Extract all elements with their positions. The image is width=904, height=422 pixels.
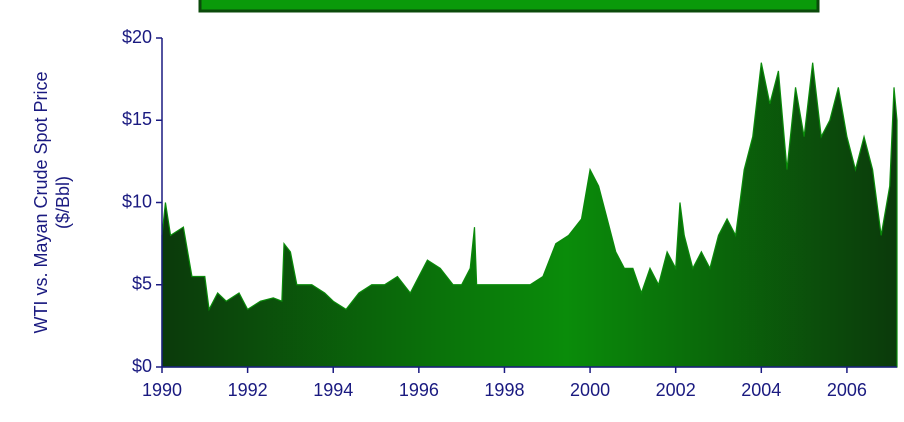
x-tick-label: 1992	[228, 380, 268, 400]
y-axis-label: WTI vs. Mayan Crude Spot Price ($/Bbl)	[31, 71, 73, 333]
y-tick-label: $20	[122, 27, 152, 47]
area	[161, 62, 898, 368]
x-tick-label: 2004	[741, 380, 781, 400]
y-tick-label: $0	[132, 356, 152, 376]
x-tick-label: 1998	[484, 380, 524, 400]
x-tick-label: 2000	[570, 380, 610, 400]
y-axis-label-line: ($/Bbl)	[53, 176, 73, 229]
y-tick-label: $10	[122, 191, 152, 211]
y-axis-label-line: WTI vs. Mayan Crude Spot Price	[31, 71, 51, 333]
x-tick-label: 1994	[313, 380, 353, 400]
y-tick-label: $5	[132, 274, 152, 294]
title-banner	[198, 0, 820, 13]
x-tick-label: 1996	[399, 380, 439, 400]
y-tick-label: $15	[122, 109, 152, 129]
x-tick-label: 2006	[827, 380, 867, 400]
x-tick-label: 1990	[142, 380, 182, 400]
x-tick-label: 2002	[656, 380, 696, 400]
